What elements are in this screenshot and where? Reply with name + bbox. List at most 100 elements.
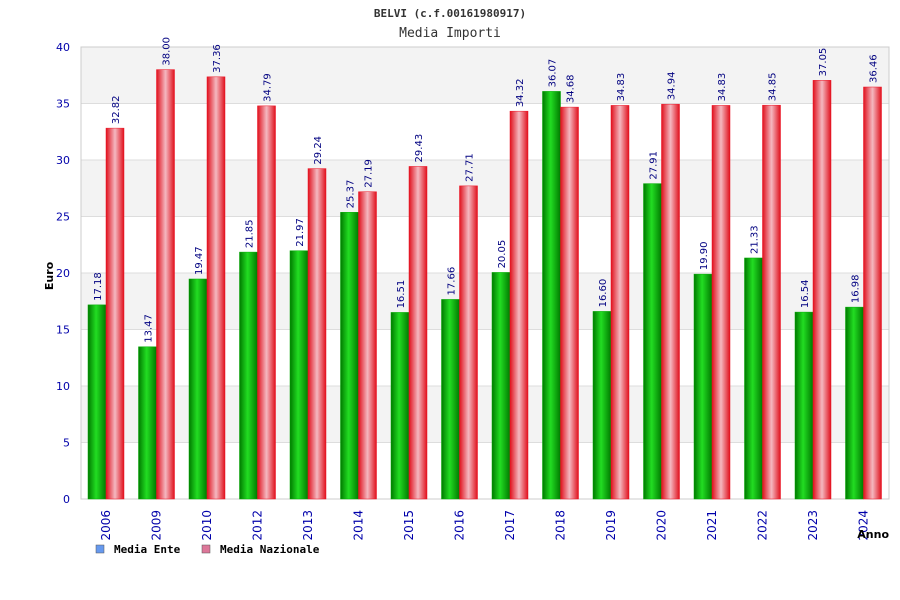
value-label-media-ente-2015: 16.51 xyxy=(396,280,407,309)
value-label-media-ente-2013: 21.97 xyxy=(295,218,306,247)
bar-media-ente-2022 xyxy=(744,257,763,500)
value-label-media-nazionale-2019: 34.83 xyxy=(616,73,627,102)
bar-media-nazionale-2022 xyxy=(762,104,781,500)
y-axis-label: Euro xyxy=(43,261,56,290)
chart-subtitle: Media Importi xyxy=(399,26,501,41)
value-label-media-nazionale-2010: 37.36 xyxy=(212,44,223,73)
value-label-media-nazionale-2024: 36.46 xyxy=(869,54,880,83)
bar-media-nazionale-2013 xyxy=(307,168,327,500)
y-tick-label: 20 xyxy=(56,267,70,280)
legend-label-media-nazionale: Media Nazionale xyxy=(220,543,320,556)
bar-media-ente-2012 xyxy=(239,251,258,500)
x-tick-label: 2017 xyxy=(503,510,517,541)
bar-media-nazionale-2018 xyxy=(560,106,579,500)
x-tick-label: 2009 xyxy=(150,510,164,541)
plot-frame xyxy=(80,46,890,500)
bar-media-ente-2015 xyxy=(390,312,410,500)
bar-media-nazionale-2015 xyxy=(408,166,428,500)
value-label-media-nazionale-2018: 34.68 xyxy=(566,74,577,103)
bar-media-ente-2023 xyxy=(794,311,814,500)
value-label-media-nazionale-2015: 29.43 xyxy=(414,134,425,163)
y-axis-ticks: 0 5 10 15 20 25 30 35 40 xyxy=(56,41,70,506)
bar-media-ente-2017 xyxy=(491,272,511,500)
bar-media-nazionale-2017 xyxy=(509,110,529,500)
x-tick-label: 2024 xyxy=(857,510,871,541)
y-tick-label: 30 xyxy=(56,154,70,167)
bar-media-ente-2019 xyxy=(592,311,612,500)
y-tick-label: 5 xyxy=(63,437,70,450)
x-tick-label: 2019 xyxy=(604,510,618,541)
bar-media-nazionale-2019 xyxy=(610,105,630,500)
value-label-media-ente-2021: 19.90 xyxy=(699,241,710,270)
y-tick-label: 40 xyxy=(56,41,70,54)
bar-media-nazionale-2012 xyxy=(257,105,276,500)
x-tick-label: 2012 xyxy=(251,510,265,541)
legend-swatch-media-ente xyxy=(95,544,105,554)
value-label-media-ente-2016: 17.66 xyxy=(447,267,458,296)
value-label-media-nazionale-2009: 38.00 xyxy=(162,37,173,66)
legend: Media Ente Media Nazionale xyxy=(95,543,320,556)
x-tick-label: 2013 xyxy=(301,510,315,541)
value-label-media-nazionale-2021: 34.83 xyxy=(717,73,728,102)
x-tick-label: 2014 xyxy=(352,510,366,541)
value-label-media-nazionale-2020: 34.94 xyxy=(667,72,678,101)
value-label-media-ente-2009: 13.47 xyxy=(144,314,155,343)
bar-media-ente-2006 xyxy=(87,304,107,500)
bar-media-nazionale-2023 xyxy=(812,80,832,500)
value-label-media-nazionale-2022: 34.85 xyxy=(768,73,779,102)
bar-media-ente-2024 xyxy=(845,306,864,500)
bar-media-nazionale-2024 xyxy=(863,86,882,500)
bar-media-nazionale-2020 xyxy=(661,103,680,500)
y-tick-label: 0 xyxy=(63,493,70,506)
value-labels: 17.18 32.82 13.47 38.00 19.47 37.36 21.85 34.79… xyxy=(93,37,880,343)
legend-swatch-media-nazionale xyxy=(201,544,211,554)
x-tick-label: 2010 xyxy=(200,510,214,541)
bar-media-nazionale-2009 xyxy=(156,69,175,500)
y-tick-label: 10 xyxy=(56,380,70,393)
bars xyxy=(87,69,882,500)
bar-media-nazionale-2016 xyxy=(459,185,478,500)
value-label-media-ente-2023: 16.54 xyxy=(800,279,811,308)
value-label-media-ente-2006: 17.18 xyxy=(93,272,104,301)
value-label-media-ente-2020: 27.91 xyxy=(649,151,660,180)
legend-label-media-ente: Media Ente xyxy=(114,543,181,556)
bar-media-ente-2016 xyxy=(441,299,460,500)
bar-media-ente-2010 xyxy=(188,278,208,500)
bar-media-ente-2018 xyxy=(542,91,561,500)
x-tick-label: 2016 xyxy=(453,510,467,541)
x-tick-label: 2021 xyxy=(705,510,719,541)
value-label-media-ente-2012: 21.85 xyxy=(245,219,256,248)
value-label-media-nazionale-2016: 27.71 xyxy=(465,153,476,182)
x-tick-label: 2022 xyxy=(756,510,770,541)
x-tick-label: 2023 xyxy=(806,510,820,541)
value-label-media-ente-2017: 20.05 xyxy=(497,240,508,269)
bar-media-ente-2021 xyxy=(693,273,713,500)
value-label-media-ente-2014: 25.37 xyxy=(346,180,357,209)
y-tick-label: 25 xyxy=(56,211,70,224)
x-tick-label: 2020 xyxy=(655,510,669,541)
value-label-media-ente-2018: 36.07 xyxy=(548,59,559,88)
x-tick-label: 2018 xyxy=(554,510,568,541)
chart-title: BELVI (c.f.00161980917) xyxy=(374,7,526,20)
bar-media-ente-2013 xyxy=(289,250,309,500)
x-tick-label: 2006 xyxy=(99,510,113,541)
value-label-media-nazionale-2006: 32.82 xyxy=(111,95,122,124)
value-label-media-ente-2010: 19.47 xyxy=(194,246,205,275)
bar-media-nazionale-2006 xyxy=(105,127,125,500)
value-label-media-nazionale-2012: 34.79 xyxy=(263,73,274,102)
value-label-media-ente-2019: 16.60 xyxy=(598,279,609,308)
bar-media-ente-2009 xyxy=(138,346,157,500)
value-label-media-ente-2024: 16.98 xyxy=(851,274,862,303)
bar-media-ente-2014 xyxy=(340,212,359,500)
x-tick-label: 2015 xyxy=(402,510,416,541)
value-label-media-nazionale-2017: 34.32 xyxy=(515,79,526,108)
value-label-media-ente-2022: 21.33 xyxy=(750,225,761,254)
bar-media-ente-2020 xyxy=(643,183,662,500)
value-label-media-nazionale-2023: 37.05 xyxy=(818,48,829,77)
x-axis-ticks: 2006 2009 2010 2012 2013 2014 2015 2016 2017 2018… xyxy=(99,510,871,541)
bar-media-nazionale-2010 xyxy=(206,76,226,500)
y-tick-label: 35 xyxy=(56,98,70,111)
y-tick-label: 15 xyxy=(56,324,70,337)
bar-media-nazionale-2021 xyxy=(711,105,731,500)
